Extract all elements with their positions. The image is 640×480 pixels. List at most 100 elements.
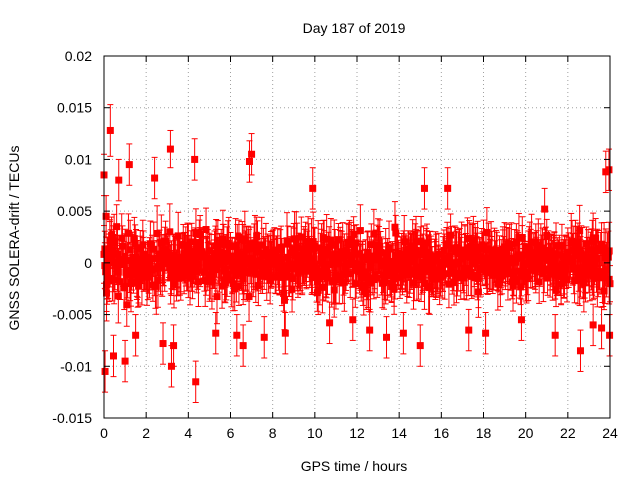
point-marker	[101, 367, 109, 375]
point-marker	[417, 269, 425, 277]
point-marker	[563, 276, 571, 284]
point-marker	[214, 242, 222, 250]
point-marker	[388, 257, 396, 265]
point-marker	[251, 239, 259, 247]
point-marker	[132, 253, 140, 261]
point-marker	[544, 274, 552, 282]
point-marker	[532, 265, 540, 273]
data-point	[416, 324, 424, 367]
point-marker	[245, 245, 253, 253]
point-marker	[351, 280, 359, 288]
point-marker	[377, 262, 385, 270]
point-marker	[303, 250, 311, 258]
point-marker	[188, 238, 196, 246]
point-marker	[564, 248, 572, 256]
point-marker	[470, 260, 478, 268]
point-marker	[446, 255, 454, 263]
point-marker	[377, 248, 385, 256]
point-marker	[555, 251, 563, 259]
point-marker	[506, 244, 514, 252]
point-marker	[295, 256, 303, 264]
y-tick-label: 0	[84, 255, 92, 271]
point-marker	[281, 329, 289, 337]
point-marker	[576, 227, 584, 235]
point-marker	[216, 248, 224, 256]
point-marker	[241, 236, 249, 244]
point-marker	[371, 256, 379, 264]
data-point	[465, 308, 473, 352]
data-series	[100, 104, 614, 403]
point-marker	[512, 238, 520, 246]
point-marker	[103, 280, 111, 288]
point-marker	[591, 260, 599, 268]
point-marker	[601, 271, 609, 279]
point-marker	[349, 316, 357, 324]
point-marker	[580, 279, 588, 287]
point-marker	[508, 278, 516, 286]
point-marker	[453, 269, 461, 277]
data-point	[589, 303, 597, 347]
point-marker	[501, 243, 509, 251]
point-marker	[604, 253, 612, 261]
point-marker	[173, 273, 181, 281]
y-tick-labels: -0.015 -0.01 -0.005 0 0.005 0.01 0.015 0.02	[52, 48, 92, 426]
point-marker	[552, 242, 560, 250]
point-marker	[124, 229, 132, 237]
data-point	[260, 316, 268, 359]
point-marker	[226, 257, 234, 265]
point-marker	[200, 268, 208, 276]
point-marker	[340, 278, 348, 286]
y-tick-label: 0.005	[57, 203, 92, 219]
point-marker	[245, 293, 253, 301]
point-marker	[551, 271, 559, 279]
point-marker	[492, 246, 500, 254]
point-marker	[106, 126, 114, 134]
point-marker	[284, 240, 292, 248]
data-point	[576, 329, 584, 372]
data-point	[159, 322, 167, 365]
point-marker	[432, 257, 440, 265]
point-marker	[315, 269, 323, 277]
point-marker	[356, 227, 364, 235]
point-marker	[346, 270, 354, 278]
point-marker	[110, 237, 118, 245]
point-marker	[325, 243, 333, 251]
point-marker	[159, 340, 167, 348]
point-marker	[465, 326, 473, 334]
point-marker	[376, 242, 384, 250]
point-marker	[507, 240, 515, 248]
point-marker	[399, 271, 407, 279]
point-marker	[455, 259, 463, 267]
y-axis-label: GNSS SOLERA-drift / TECUs	[6, 146, 22, 331]
point-marker	[533, 249, 541, 257]
point-marker	[582, 271, 590, 279]
data-point	[482, 312, 490, 355]
point-marker	[114, 268, 122, 276]
point-marker	[574, 238, 582, 246]
point-marker	[339, 248, 347, 256]
point-marker	[418, 273, 426, 281]
point-marker	[201, 277, 209, 285]
point-marker	[191, 249, 199, 257]
point-marker	[157, 239, 165, 247]
point-marker	[159, 255, 167, 263]
point-marker	[578, 251, 586, 259]
point-marker	[576, 347, 584, 355]
point-marker	[227, 276, 235, 284]
point-marker	[366, 326, 374, 334]
point-marker	[166, 228, 174, 236]
point-marker	[458, 255, 466, 263]
point-marker	[174, 232, 182, 240]
point-marker	[314, 286, 322, 294]
point-marker	[362, 290, 370, 298]
data-point	[366, 308, 374, 352]
point-marker	[148, 255, 156, 263]
data-point	[420, 167, 428, 210]
point-marker	[323, 274, 331, 282]
point-marker	[482, 329, 490, 337]
point-marker	[494, 280, 502, 288]
point-marker	[335, 273, 343, 281]
point-marker	[205, 247, 213, 255]
point-marker	[281, 269, 289, 277]
data-point	[281, 312, 289, 355]
